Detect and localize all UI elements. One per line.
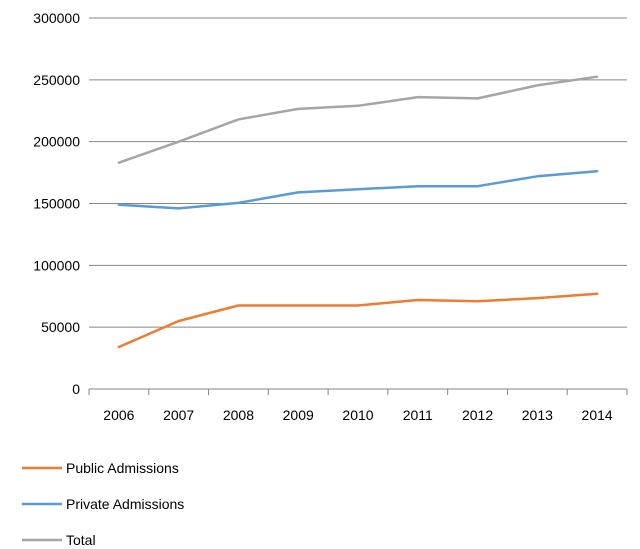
legend-label-public-admissions: Public Admissions bbox=[66, 460, 179, 476]
y-tick-label: 0 bbox=[72, 381, 80, 397]
legend: Public Admissions Private Admissions Total bbox=[22, 460, 184, 548]
x-tick-label: 2014 bbox=[582, 407, 613, 423]
x-tick-label: 2010 bbox=[342, 407, 373, 423]
x-tick-label: 2012 bbox=[462, 407, 493, 423]
legend-label-total: Total bbox=[66, 532, 96, 548]
y-tick-label: 250000 bbox=[33, 72, 80, 88]
y-tick-label: 100000 bbox=[33, 257, 80, 273]
x-tick-label: 2007 bbox=[163, 407, 194, 423]
legend-label-private-admissions: Private Admissions bbox=[66, 496, 184, 512]
x-axis-tick-labels: 2006 2007 2008 2009 2010 2011 2012 2013 2014 bbox=[103, 407, 613, 423]
x-axis bbox=[88, 388, 628, 395]
x-tick-label: 2011 bbox=[403, 407, 433, 423]
series-line-private-admissions bbox=[117, 170, 599, 210]
x-tick-label: 2006 bbox=[103, 407, 134, 423]
x-tick-label: 2008 bbox=[223, 407, 254, 423]
y-tick-label: 50000 bbox=[41, 319, 80, 335]
y-tick-label: 200000 bbox=[33, 134, 80, 150]
series-line-total bbox=[117, 75, 599, 164]
y-axis-tick-labels: 0 50000 100000 150000 200000 250000 300000 bbox=[33, 10, 80, 397]
x-tick-label: 2009 bbox=[283, 407, 314, 423]
y-tick-label: 150000 bbox=[33, 196, 80, 212]
x-tick-label: 2013 bbox=[522, 407, 553, 423]
y-tick-label: 300000 bbox=[33, 10, 80, 26]
series-lines bbox=[117, 75, 599, 349]
gridlines bbox=[89, 17, 627, 328]
series-line-public-admissions bbox=[117, 292, 599, 349]
